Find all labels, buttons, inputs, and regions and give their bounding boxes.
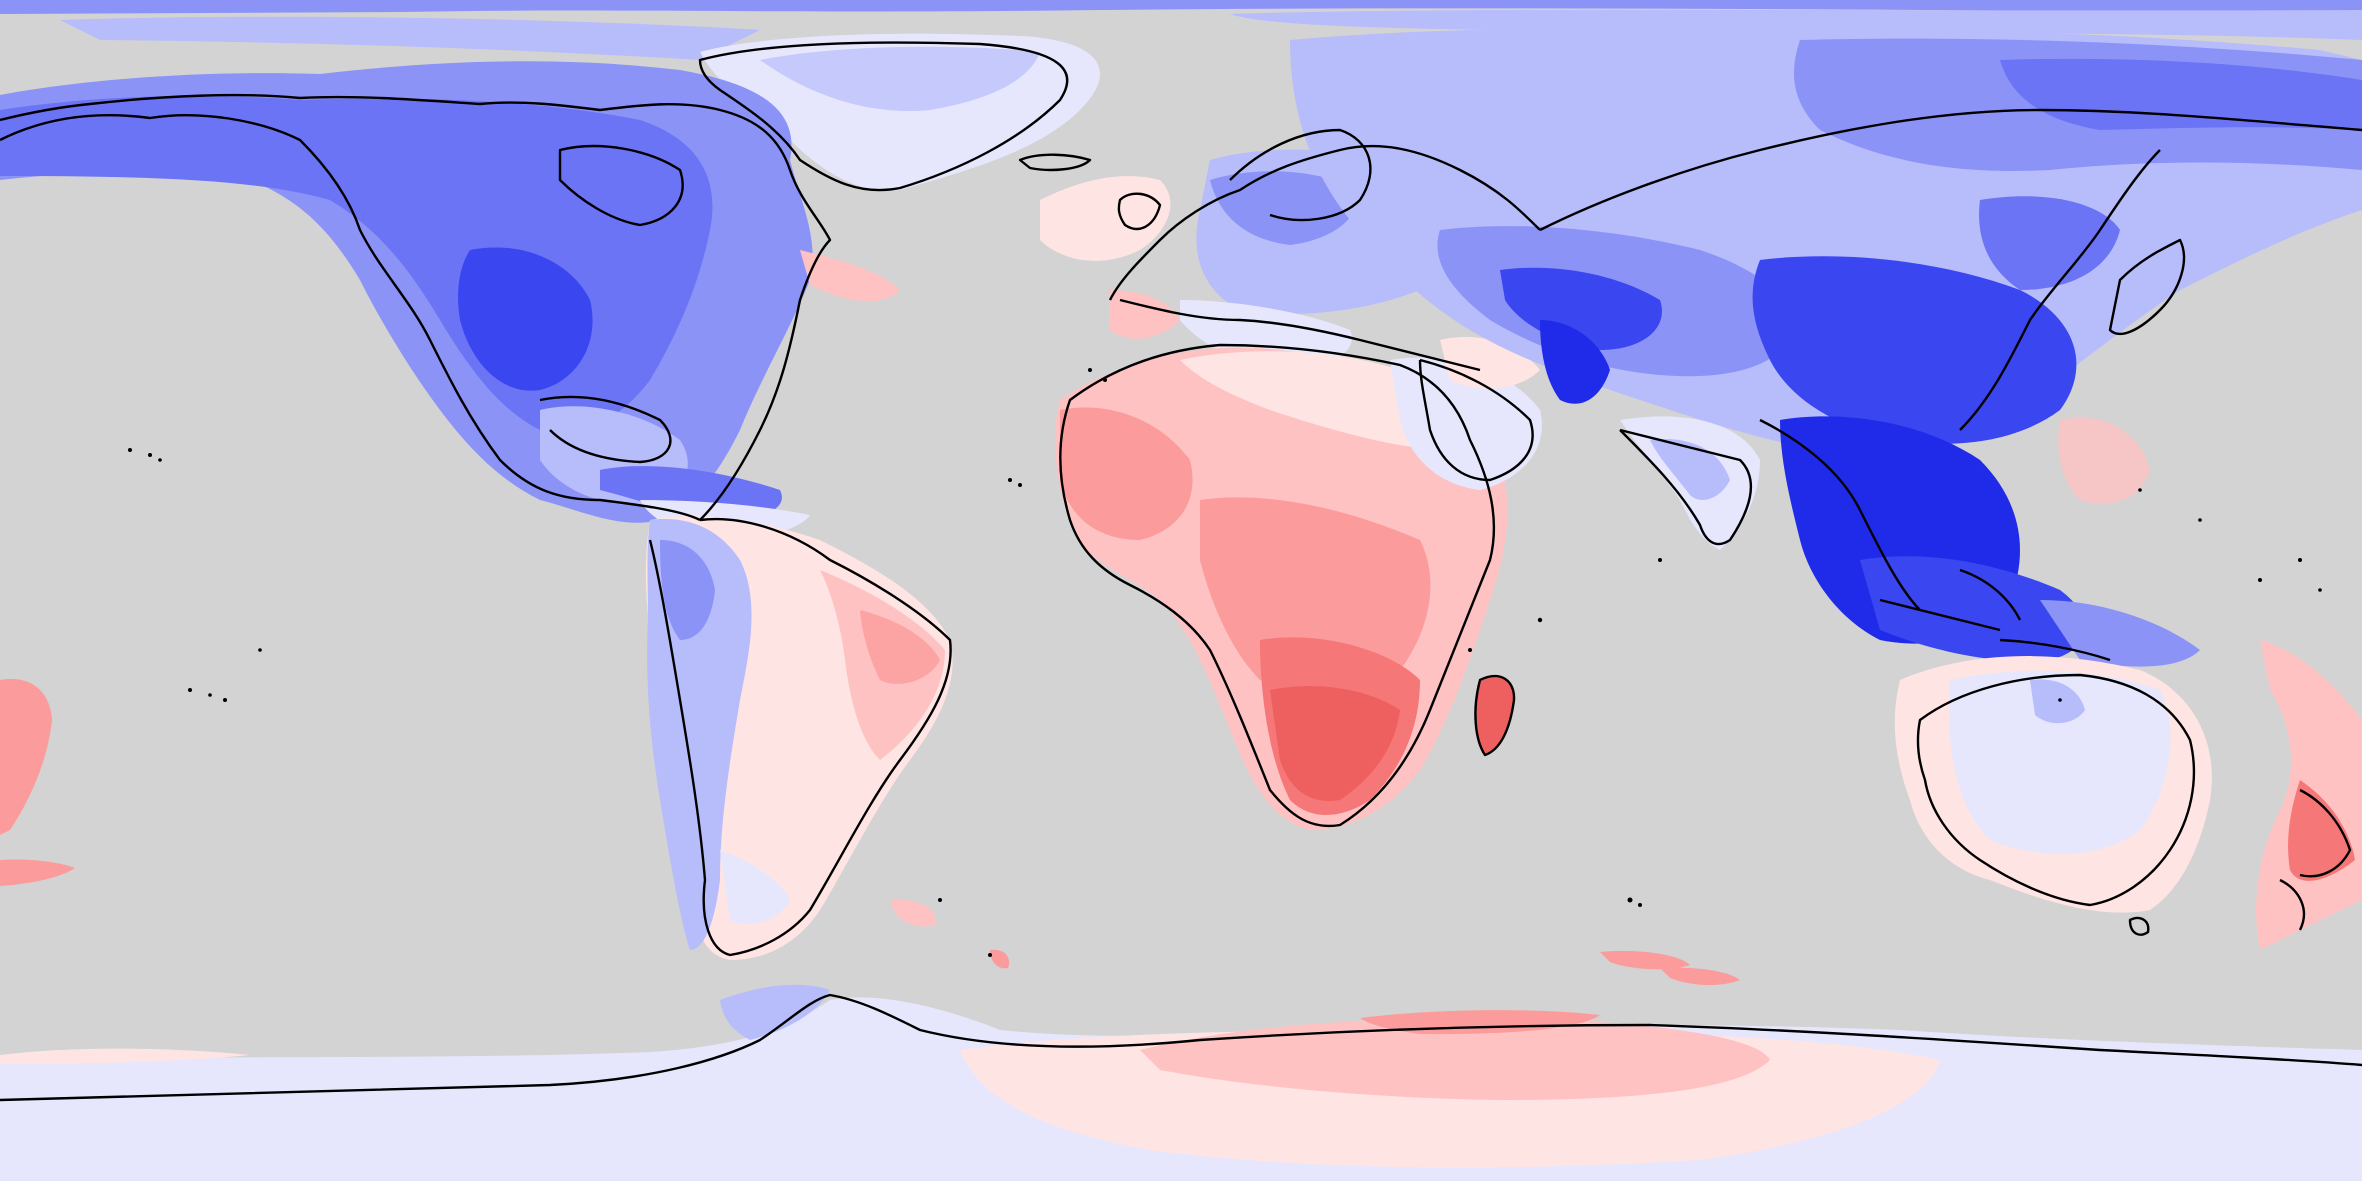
greenland xyxy=(700,33,1100,191)
africa xyxy=(1054,347,1508,830)
coastline-asia xyxy=(1539,108,2362,611)
coastline-north-america xyxy=(0,93,832,522)
coastline-madagascar xyxy=(1474,674,1516,757)
india xyxy=(1620,416,1760,550)
coastline-scandinavia xyxy=(1229,128,1372,222)
coastline-japan xyxy=(2108,238,2186,336)
south-america xyxy=(645,516,953,960)
coastline-africa xyxy=(1059,343,1496,828)
arctic-sea-band xyxy=(0,0,2362,60)
coastline-australia xyxy=(1916,673,2196,907)
southern-ocean-spots xyxy=(890,899,1740,986)
coastline-india xyxy=(1619,428,1753,546)
coastline-tasmania xyxy=(2128,916,2150,936)
coastline-antarctica xyxy=(0,993,2362,1102)
coastline-hudson-bay xyxy=(558,144,684,227)
north-america xyxy=(0,61,900,540)
coastline-gulf-mexico xyxy=(539,395,672,464)
southeast-asia xyxy=(1780,416,2200,667)
coastline-british-isles xyxy=(1117,192,1162,231)
coastline-south-america xyxy=(648,517,952,957)
coastline-iceland xyxy=(1018,153,1092,172)
coastlines xyxy=(0,41,2362,1102)
coastline-indonesia xyxy=(1879,568,2111,662)
coastline-new-zealand xyxy=(2279,788,2352,931)
antarctica xyxy=(0,984,2362,1181)
coastline-greenland xyxy=(698,41,1069,192)
australia xyxy=(1894,656,2212,913)
coastline-europe xyxy=(1108,144,1541,372)
coastline-arabia xyxy=(1418,358,1534,482)
asia xyxy=(1290,28,2362,454)
island-dots xyxy=(128,368,2322,957)
